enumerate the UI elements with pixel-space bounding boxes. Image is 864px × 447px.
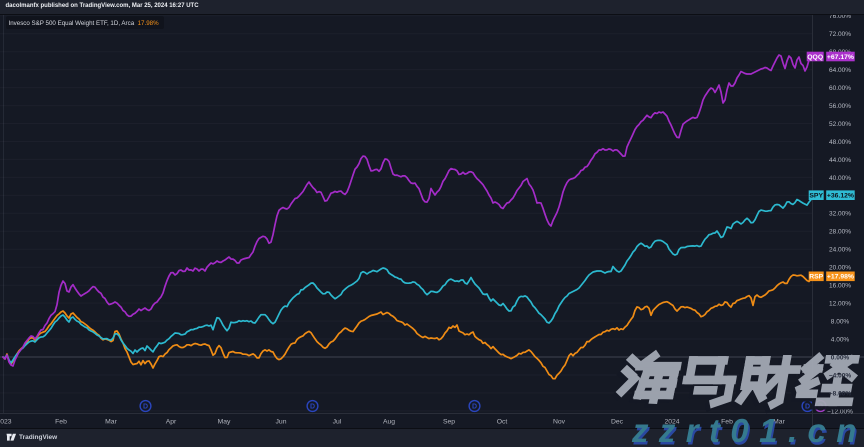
svg-text:Aug: Aug	[383, 418, 395, 425]
svg-text:Feb: Feb	[721, 418, 733, 425]
svg-text:76.00%: 76.00%	[829, 13, 851, 20]
svg-text:44.00%: 44.00%	[829, 157, 851, 164]
svg-text:Apr: Apr	[166, 418, 177, 425]
svg-text:D: D	[805, 404, 810, 411]
svg-text:RSP: RSP	[809, 274, 823, 281]
svg-text:32.00%: 32.00%	[829, 211, 851, 218]
svg-text:D: D	[818, 404, 823, 411]
svg-text:Oct: Oct	[497, 418, 508, 425]
svg-text:28.00%: 28.00%	[829, 229, 851, 236]
svg-text:72.00%: 72.00%	[829, 31, 851, 38]
svg-text:64.00%: 64.00%	[829, 67, 851, 74]
svg-text:56.00%: 56.00%	[829, 103, 851, 110]
svg-text:Mar: Mar	[105, 418, 117, 425]
svg-text:Nov: Nov	[553, 418, 566, 425]
svg-text:−12.00%: −12.00%	[827, 408, 853, 415]
svg-text:52.00%: 52.00%	[829, 121, 851, 128]
svg-text:Mar: Mar	[773, 418, 785, 425]
svg-text:QQQ: QQQ	[807, 54, 823, 61]
svg-text:24.00%: 24.00%	[829, 247, 851, 254]
svg-text:SPY: SPY	[809, 193, 823, 200]
svg-text:16.00%: 16.00%	[829, 283, 851, 290]
svg-text:8.00%: 8.00%	[831, 319, 850, 326]
svg-text:+36.12%: +36.12%	[827, 193, 854, 200]
svg-text:D: D	[472, 404, 477, 411]
svg-text:D: D	[310, 404, 315, 411]
svg-text:Feb: Feb	[55, 418, 67, 425]
svg-text:60.00%: 60.00%	[829, 85, 851, 92]
svg-text:2024: 2024	[664, 418, 679, 425]
svg-text:40.00%: 40.00%	[829, 175, 851, 182]
svg-text:12.00%: 12.00%	[829, 301, 851, 308]
svg-text:May: May	[218, 418, 231, 425]
svg-text:Jun: Jun	[276, 418, 287, 425]
svg-text:+67.17%: +67.17%	[827, 54, 854, 61]
svg-text:20.00%: 20.00%	[829, 265, 851, 272]
svg-text:48.00%: 48.00%	[829, 139, 851, 146]
svg-text:Jul: Jul	[333, 418, 342, 425]
svg-text:D: D	[143, 404, 148, 411]
svg-text:Sep: Sep	[443, 418, 455, 425]
svg-text:Dec: Dec	[611, 418, 624, 425]
svg-text:2023: 2023	[0, 418, 12, 425]
svg-text:4.00%: 4.00%	[831, 336, 850, 343]
svg-text:+17.98%: +17.98%	[827, 274, 854, 281]
